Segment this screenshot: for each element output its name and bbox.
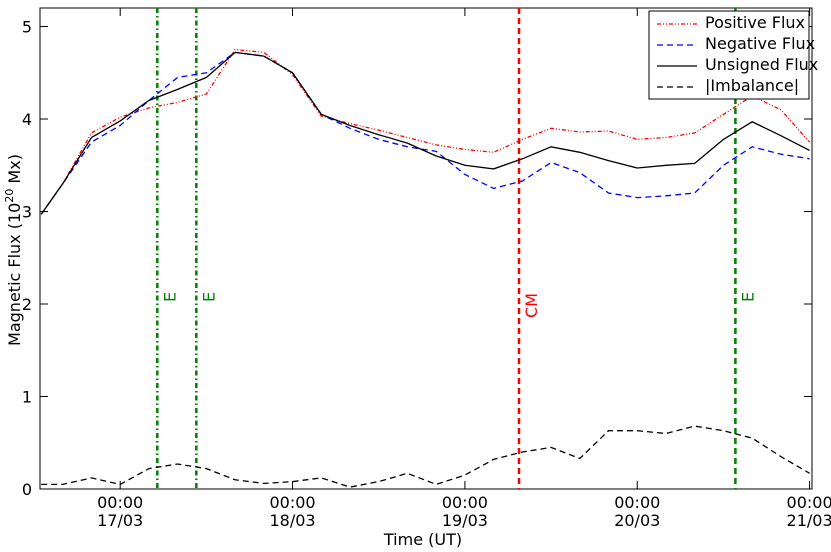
y-label-exponent: 20 <box>3 189 16 203</box>
legend-label: Unsigned Flux <box>705 55 818 74</box>
x-tick-date: 20/03 <box>614 511 660 530</box>
legend-label: Positive Flux <box>705 13 805 32</box>
legend-box <box>648 10 810 100</box>
y-tick-label: 0 <box>22 480 32 499</box>
y-tick-label: 4 <box>22 110 32 129</box>
y-tick-label: 3 <box>22 203 32 222</box>
x-tick-time: 00:00 <box>787 493 831 512</box>
legend-label: |Imbalance| <box>705 76 799 95</box>
event-label: E <box>160 292 179 302</box>
y-label-main: Magnetic Flux (10 <box>5 203 24 346</box>
series-line <box>41 425 810 488</box>
x-axis-label: Time (UT) <box>383 530 462 549</box>
series-line <box>40 48 811 215</box>
x-tick-date: 19/03 <box>442 511 488 530</box>
x-tick-time: 00:00 <box>614 493 660 512</box>
event-label: E <box>199 292 218 302</box>
x-tick-date: 18/03 <box>269 511 315 530</box>
y-label-unit: Mx) <box>5 154 24 189</box>
x-tick-time: 00:00 <box>269 493 315 512</box>
event-label: CM <box>522 293 541 318</box>
y-axis-label: Magnetic Flux (1020 Mx) <box>3 154 24 346</box>
series-line <box>40 51 810 215</box>
plot-frame <box>39 7 813 490</box>
x-tick-date: 17/03 <box>97 511 143 530</box>
x-tick-time: 00:00 <box>442 493 488 512</box>
plot-area <box>40 8 811 489</box>
y-tick-label: 2 <box>22 295 32 314</box>
legend-label: Negative Flux <box>705 34 815 53</box>
y-tick-label: 5 <box>22 18 32 37</box>
x-tick-time: 00:00 <box>97 493 143 512</box>
y-tick-label: 1 <box>22 388 32 407</box>
x-tick-date: 21/03 <box>787 511 831 530</box>
event-label: E <box>738 292 757 302</box>
